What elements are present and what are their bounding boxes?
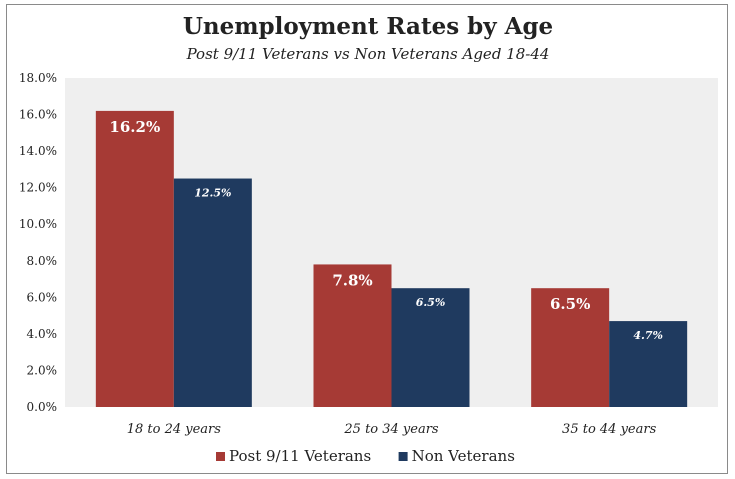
data-label: 6.5% — [416, 296, 446, 309]
data-label: 7.8% — [332, 271, 372, 289]
x-category-label: 18 to 24 years — [127, 422, 222, 437]
y-tick-label: 10.0% — [19, 217, 57, 231]
y-tick-label: 14.0% — [19, 144, 57, 158]
legend-label: Post 9/11 Veterans — [229, 447, 371, 465]
data-label: 12.5% — [194, 187, 231, 200]
data-label: 6.5% — [550, 295, 590, 313]
y-tick-label: 8.0% — [27, 254, 58, 268]
y-tick-label: 6.0% — [27, 290, 58, 304]
data-label: 16.2% — [109, 118, 160, 136]
y-tick-label: 4.0% — [27, 327, 58, 341]
x-category-label: 35 to 44 years — [562, 422, 657, 437]
bar — [173, 178, 252, 407]
y-tick-label: 16.0% — [19, 108, 57, 122]
legend-swatch — [398, 452, 408, 461]
y-tick-label: 0.0% — [27, 400, 58, 414]
bar — [531, 288, 610, 407]
bar — [609, 321, 688, 407]
y-tick-label: 12.0% — [19, 181, 57, 195]
chart-title: Unemployment Rates by Age — [182, 13, 554, 40]
legend-swatch — [216, 452, 225, 461]
bar — [95, 110, 174, 408]
legend-label: Non Veterans — [412, 447, 515, 465]
y-tick-label: 18.0% — [19, 71, 57, 85]
chart-subtitle: Post 9/11 Veterans vs Non Veterans Aged … — [186, 45, 550, 63]
bar — [391, 288, 470, 407]
x-category-label: 25 to 34 years — [343, 422, 439, 437]
y-tick-label: 2.0% — [27, 363, 58, 377]
data-label: 4.7% — [633, 329, 663, 342]
bar — [313, 264, 392, 407]
